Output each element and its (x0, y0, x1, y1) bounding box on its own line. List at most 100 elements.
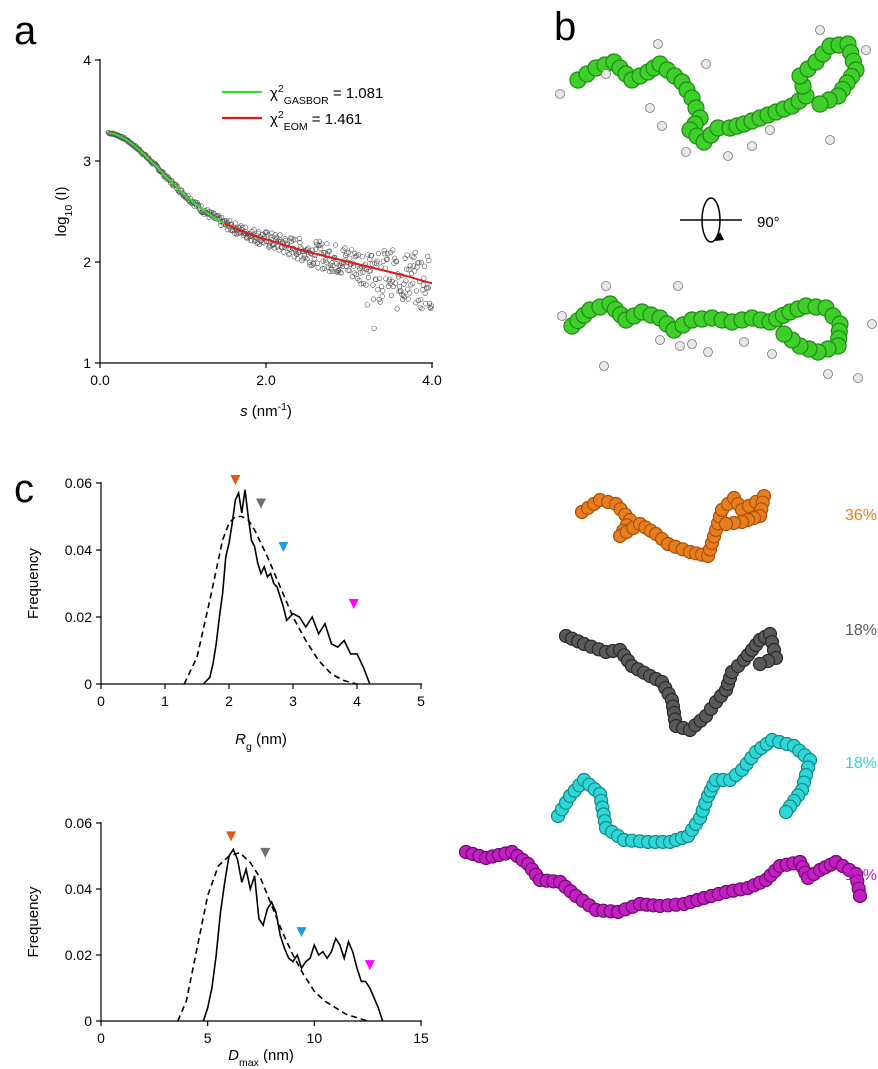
data-point (418, 260, 425, 266)
dummy-water-sphere (601, 69, 611, 79)
data-point (412, 249, 418, 256)
ensemble-marker (364, 960, 375, 971)
ensemble-marker (278, 542, 289, 553)
x-tick-label: 10 (307, 1030, 323, 1046)
data-point (296, 250, 302, 256)
x-axis-label: Dmax (nm) (228, 1047, 294, 1069)
data-point (320, 258, 326, 264)
panel-label-a: a (14, 9, 37, 53)
data-point (427, 304, 433, 311)
data-point (296, 236, 303, 242)
data-point (377, 275, 383, 281)
y-tick-label: 3 (83, 153, 91, 169)
x-tick-label: 2.0 (256, 372, 276, 388)
dummy-water-sphere (867, 319, 877, 329)
data-point (374, 258, 380, 264)
dummy-water-sphere (655, 335, 665, 345)
x-tick-label: 0 (97, 1030, 105, 1046)
data-point (411, 254, 417, 260)
data-point (367, 268, 374, 274)
data-point (419, 306, 425, 312)
data-point (135, 146, 141, 152)
dummy-water-sphere (853, 373, 863, 383)
y-tick-label: 2 (83, 254, 91, 270)
data-point (393, 259, 400, 265)
data-point (313, 239, 319, 245)
data-point (315, 265, 321, 271)
residue-bead (811, 95, 829, 113)
dummy-water-sphere (825, 135, 835, 145)
data-point (154, 164, 161, 170)
data-point (380, 258, 387, 264)
data-point (398, 288, 404, 294)
ensemble-percent-label: 18% (845, 867, 877, 884)
data-point (375, 250, 382, 257)
x-tick-label: 2 (225, 693, 233, 709)
data-point (254, 240, 260, 246)
data-point (346, 249, 352, 255)
x-axis-label: Rg (nm) (235, 731, 287, 753)
data-point (264, 229, 270, 235)
data-point (408, 282, 414, 288)
data-point (379, 293, 385, 299)
data-point (363, 282, 369, 288)
x-tick-label: 5 (204, 1030, 212, 1046)
dummy-water-sphere (767, 349, 777, 359)
gasbor-fit-line (108, 131, 234, 229)
x-axis-label: s (nm-1) (240, 401, 292, 420)
data-point (389, 278, 395, 284)
x-tick-label: 15 (413, 1030, 429, 1046)
eom-ensemble-panel: 36% 18% 18% 18% (458, 488, 877, 920)
data-point (357, 270, 364, 276)
y-tick-label: 0.02 (65, 609, 92, 625)
gasbor-model-side-view (557, 281, 877, 383)
data-point (403, 266, 410, 272)
dummy-water-sphere (555, 89, 565, 99)
data-point (421, 263, 428, 269)
data-point (251, 227, 257, 233)
data-point (240, 224, 246, 230)
data-point (370, 282, 376, 288)
data-point (388, 250, 394, 256)
data-point (390, 247, 396, 253)
data-point (148, 159, 154, 165)
data-point (409, 253, 415, 259)
data-point (377, 299, 383, 305)
rotation-symbol: 90° (680, 197, 780, 243)
ensemble-marker (230, 475, 241, 486)
x-tick-label: 1 (161, 693, 169, 709)
data-point (313, 246, 319, 252)
data-point (352, 254, 359, 260)
data-point (321, 265, 327, 271)
y-tick-label: 4 (83, 52, 91, 68)
residue-bead (775, 325, 793, 343)
data-point (311, 256, 317, 262)
data-point (418, 296, 424, 302)
pool-distribution-line (183, 515, 358, 685)
ensemble-chain-2 (558, 626, 784, 738)
y-tick-label: 0 (84, 676, 92, 692)
data-point (397, 283, 403, 290)
data-point (410, 263, 416, 269)
data-point (408, 270, 415, 277)
dummy-water-sphere (557, 311, 567, 321)
rotation-angle-label: 90° (757, 214, 780, 231)
data-point (406, 267, 412, 273)
data-point (364, 302, 370, 308)
data-point (272, 232, 278, 238)
dummy-water-sphere (723, 151, 733, 161)
ensemble-chain-1 (574, 488, 772, 564)
x-tick-label: 3 (289, 693, 297, 709)
data-point (326, 249, 332, 255)
dummy-water-sphere (601, 281, 611, 291)
data-point (274, 236, 280, 242)
data-point (407, 290, 413, 296)
data-point (256, 229, 262, 235)
dummy-water-sphere (747, 141, 757, 151)
data-point (390, 283, 397, 290)
data-point (326, 248, 332, 254)
data-point (407, 263, 413, 269)
dummy-water-sphere (687, 339, 697, 349)
